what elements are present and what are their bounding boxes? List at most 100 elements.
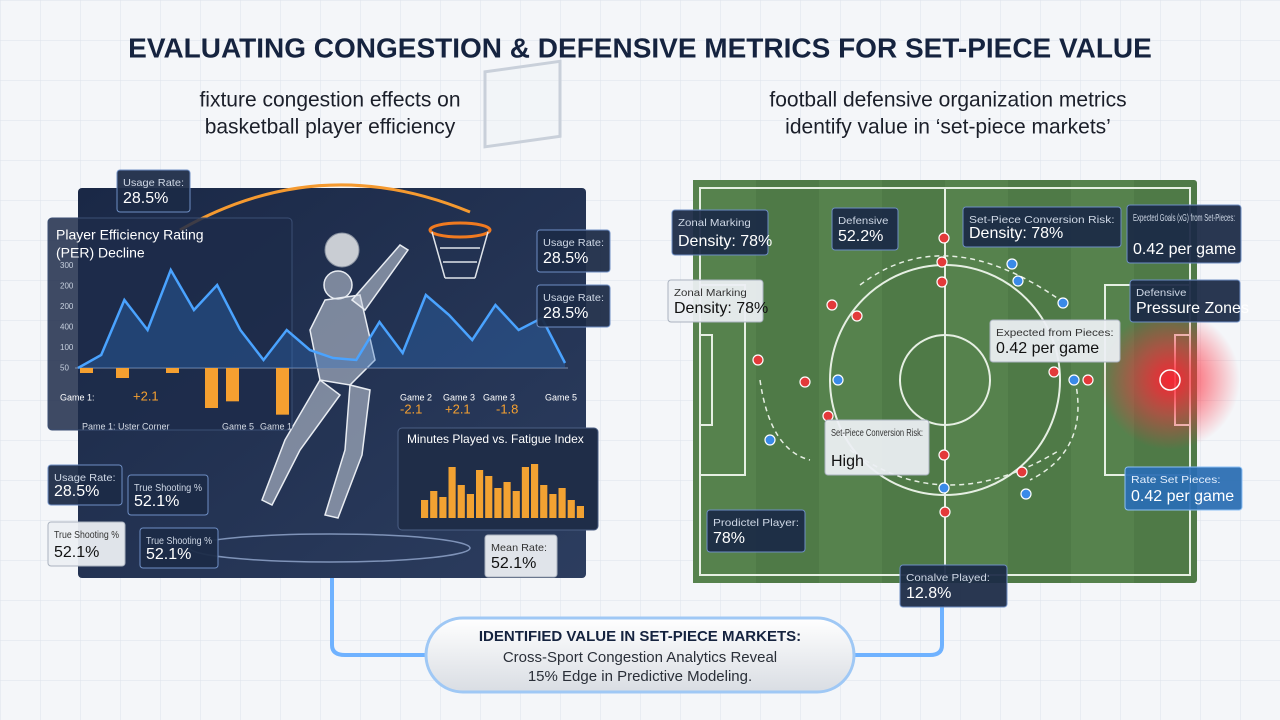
per-bar <box>116 368 129 378</box>
callout <box>962 206 1122 248</box>
callout <box>484 534 558 578</box>
ball <box>324 232 360 268</box>
minutes-bar <box>521 467 529 518</box>
banner-line: Cross-Sport Congestion Analytics Reveal <box>503 649 777 666</box>
callout-label: Usage Rate: <box>123 177 184 189</box>
callout <box>989 319 1121 363</box>
minutes-bar <box>494 488 502 518</box>
callout-label: Expected Goals (xG) from Set-Pieces: <box>1133 212 1235 224</box>
callout-value: 52.1% <box>134 493 179 510</box>
hoop <box>428 59 562 279</box>
minutes-bar <box>430 491 438 518</box>
y-tick-label: 200 <box>60 282 74 291</box>
callout-value: 12.8% <box>906 585 951 602</box>
chart-annotation: -2.1 <box>400 401 422 416</box>
callout <box>706 509 806 553</box>
minutes-bar <box>466 494 474 518</box>
callout <box>116 169 191 213</box>
callout-label: Defensive <box>838 215 889 227</box>
minutes-bar <box>558 488 566 518</box>
callout-label: Set-Piece Conversion Risk: <box>969 214 1115 226</box>
callout-value: 28.5% <box>123 190 168 207</box>
y-tick-label: 200 <box>60 302 74 311</box>
callout-label: True Shooting % <box>54 529 119 541</box>
minutes-bar <box>540 485 548 518</box>
per-title: Player Efficiency Rating <box>56 227 204 243</box>
callout <box>1129 279 1241 323</box>
callout-label: Conalve Played: <box>906 572 990 584</box>
chart-annotation: Pame 1: Uster Corner <box>82 421 170 431</box>
callout <box>671 209 769 256</box>
minutes-bar <box>503 482 511 518</box>
callout-label: True Shooting % <box>146 535 212 547</box>
per-title: (PER) Decline <box>56 245 145 261</box>
chart-annotation: Game 3 <box>443 392 475 402</box>
per-area <box>78 270 565 368</box>
callout-label: Prodictel Player: <box>713 517 799 529</box>
callout-label: Usage Rate: <box>543 292 604 304</box>
callout-label: Defensive <box>1136 287 1187 299</box>
y-tick-label: 100 <box>60 343 74 352</box>
chart-annotation: Game 1: <box>60 392 95 402</box>
minutes-title: Minutes Played vs. Fatigue Index <box>407 432 584 446</box>
callout-label: Usage Rate: <box>54 472 116 484</box>
callout <box>824 419 930 476</box>
per-bar <box>226 368 239 402</box>
chart-annotation: Game 3 <box>483 392 515 402</box>
callout-label: Zonal Marking <box>678 217 751 229</box>
callout-value: Density: 78% <box>674 300 768 317</box>
per-bar <box>80 368 93 373</box>
title: EVALUATING CONGESTION & DEFENSIVE METRIC… <box>128 32 1152 63</box>
chart-annotation: Game 2 <box>400 392 432 402</box>
y-tick-label: 50 <box>60 364 69 373</box>
minutes-bar <box>457 485 465 518</box>
connectors <box>330 578 944 657</box>
callout-value: Pressure Zones <box>1136 300 1249 317</box>
per-bar <box>205 368 218 408</box>
per-bar <box>166 368 179 373</box>
callout <box>139 527 219 569</box>
callout-value: 78% <box>713 530 745 547</box>
callout-label: Expected from Pieces: <box>996 327 1114 339</box>
callout <box>1124 466 1243 511</box>
y-tick-label: 400 <box>60 323 74 332</box>
callout-label: Mean Rate: <box>491 542 547 554</box>
pitch <box>693 180 1240 583</box>
callout <box>1126 204 1242 264</box>
callout <box>667 279 764 323</box>
callout-value: 52.1% <box>54 544 99 561</box>
subtitle: identify value in ‘set-piece markets’ <box>785 116 1111 139</box>
minutes-bar <box>448 467 456 518</box>
chart-annotation: Game 5 <box>222 421 254 431</box>
callout-label: Usage Rate: <box>543 237 604 249</box>
minutes-box <box>397 427 599 531</box>
chart-annotation: Game 1 <box>260 421 292 431</box>
banner-line: 15% Edge in Predictive Modeling. <box>528 668 752 685</box>
callout-value: 52.2% <box>838 228 883 245</box>
callout-label: Set-Piece Conversion Risk: <box>831 427 923 439</box>
callout-value: 0.42 per game <box>1133 241 1236 258</box>
per-line <box>77 267 567 370</box>
minutes-bar <box>439 497 447 518</box>
callout-value: Density: 78% <box>678 233 772 250</box>
subtitle: fixture congestion effects on <box>199 89 460 112</box>
callout-value: 28.5% <box>543 250 588 267</box>
callout <box>127 474 209 516</box>
per-bar <box>276 368 289 415</box>
callout-value: Density: 78% <box>969 225 1063 242</box>
ball-arc <box>179 183 471 232</box>
minutes-bar <box>512 491 520 518</box>
player-silhouette <box>261 244 410 519</box>
chart-annotation: -1.8 <box>496 401 518 416</box>
callout-value: 28.5% <box>543 305 588 322</box>
callout-value: 28.5% <box>54 483 99 500</box>
callout-value: 0.42 per game <box>996 340 1099 357</box>
banner <box>424 616 856 694</box>
chart-annotation: +2.1 <box>133 388 159 403</box>
callout-label: Rate Set Pieces: <box>1131 474 1221 486</box>
callout-value: 52.1% <box>491 555 536 572</box>
callout <box>831 207 899 251</box>
minutes-bar <box>485 476 493 518</box>
callout <box>47 464 123 506</box>
